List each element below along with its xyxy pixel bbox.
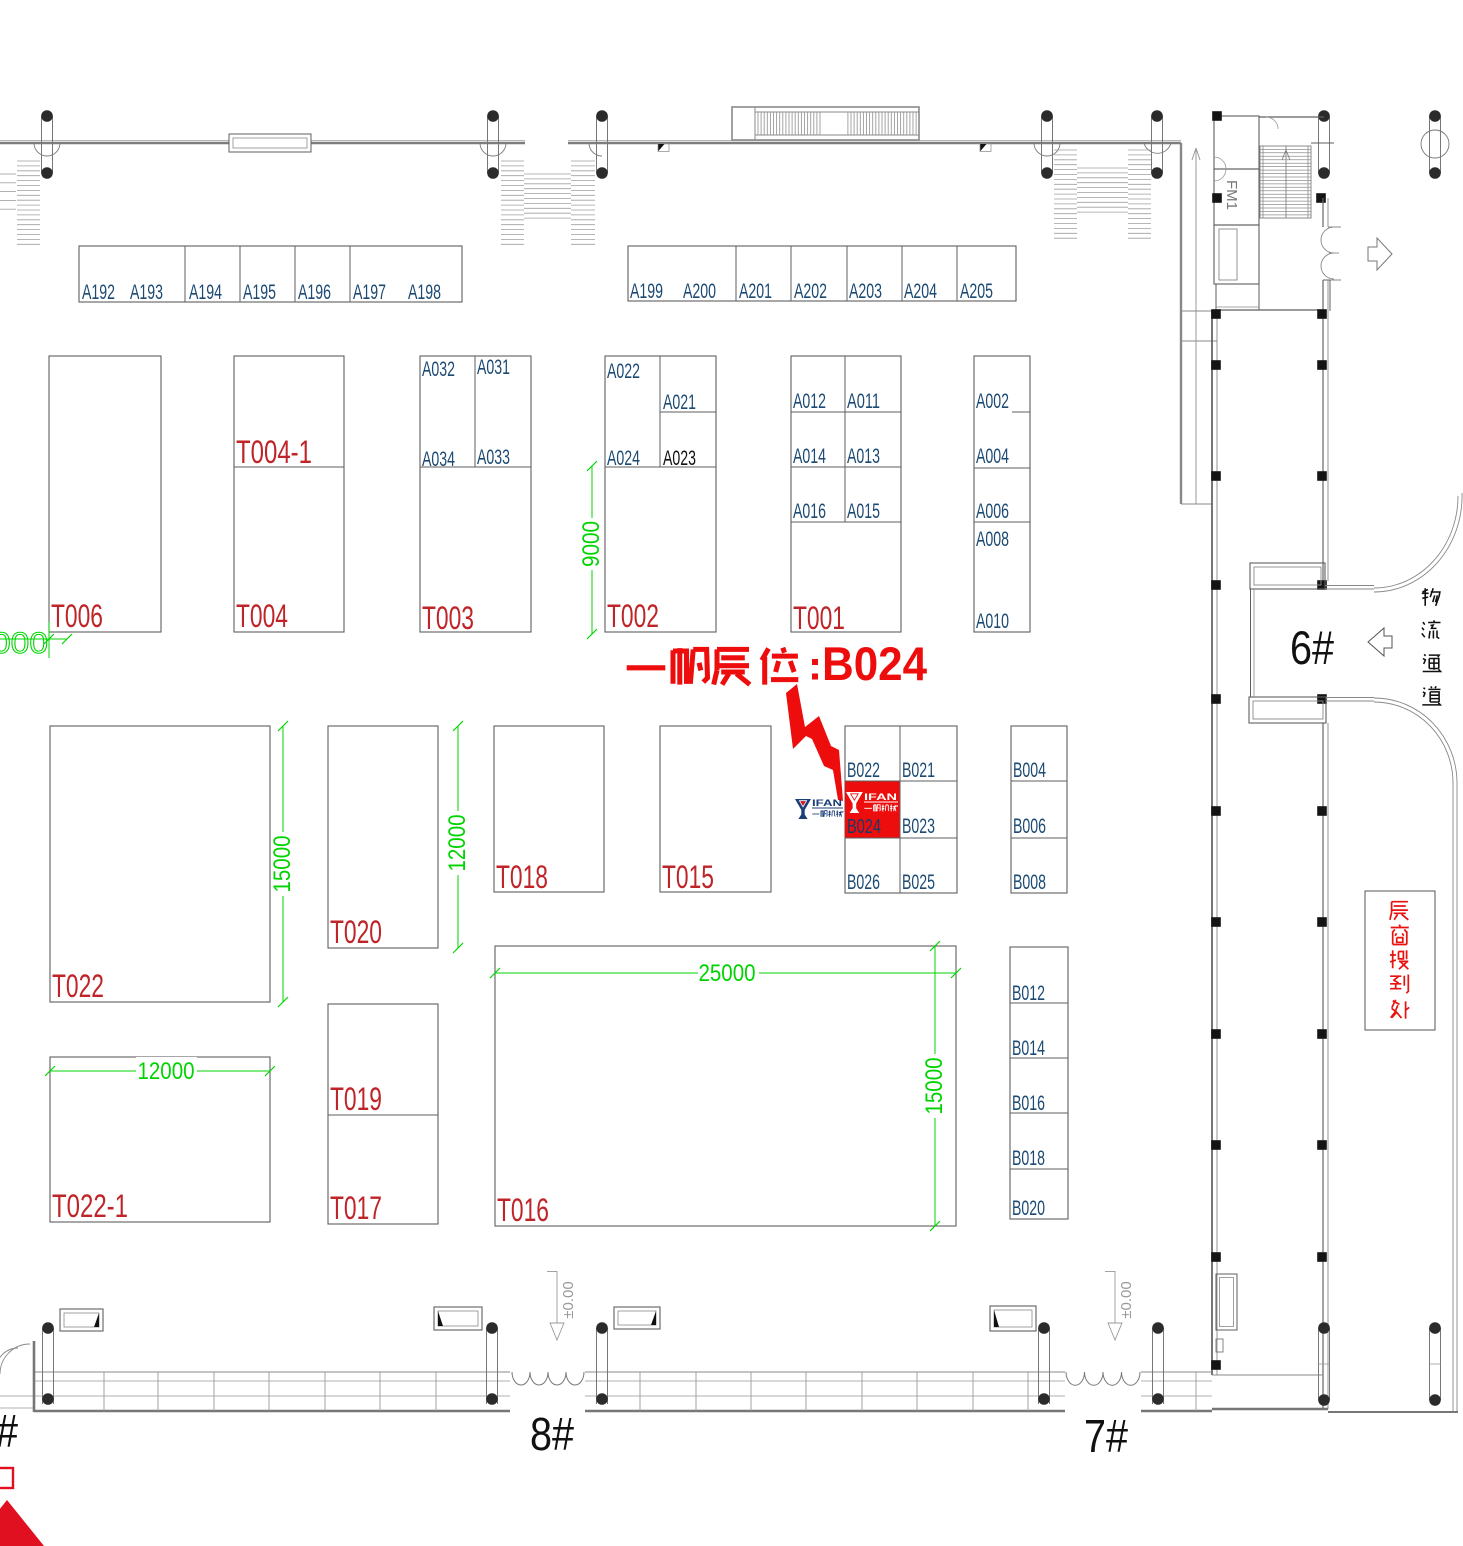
svg-text:A031: A031 [477,356,510,379]
svg-text:A200: A200 [683,280,716,303]
svg-text:T002: T002 [607,598,659,634]
svg-text:A193: A193 [130,281,163,304]
svg-text:A196: A196 [298,281,331,304]
svg-text:T017: T017 [330,1190,382,1226]
svg-text:A021: A021 [663,391,696,414]
svg-text:A011: A011 [847,390,880,413]
svg-text:T022: T022 [52,968,104,1004]
svg-text:T006: T006 [51,598,103,634]
svg-text:A022: A022 [607,360,640,383]
svg-text:9#: 9# [0,1405,18,1457]
svg-text:T003: T003 [422,600,474,636]
svg-text:25000: 25000 [699,960,756,987]
svg-text:A195: A195 [243,281,276,304]
svg-text:A198: A198 [408,281,441,304]
svg-text:T022-1: T022-1 [52,1188,128,1224]
svg-text:A008: A008 [976,528,1009,551]
svg-text:A012: A012 [793,390,826,413]
svg-text:IFAN: IFAN [864,792,897,803]
svg-text:A202: A202 [794,280,827,303]
svg-text:15000: 15000 [921,1058,948,1115]
svg-text:B021: B021 [902,759,935,782]
svg-text:B020: B020 [1012,1197,1045,1220]
svg-text:000: 000 [0,627,48,660]
svg-text:A033: A033 [477,446,510,469]
svg-text:A015: A015 [847,500,880,523]
svg-text:T001: T001 [793,600,845,636]
svg-text:9000: 9000 [578,521,605,567]
svg-text:15000: 15000 [269,836,296,893]
svg-text:A197: A197 [353,281,386,304]
svg-text:A013: A013 [847,445,880,468]
svg-text:A034: A034 [422,448,455,471]
svg-text:A010: A010 [976,610,1009,633]
svg-text:A203: A203 [849,280,882,303]
svg-text:T004: T004 [236,598,288,634]
svg-text:7#: 7# [1084,1410,1128,1462]
svg-text:B008: B008 [1013,871,1046,894]
svg-text:12000: 12000 [138,1058,195,1085]
svg-text:6#: 6# [1290,621,1334,674]
svg-text:A194: A194 [189,281,222,304]
svg-text:8#: 8# [530,1408,574,1460]
svg-text:B024: B024 [847,816,881,838]
svg-text:B012: B012 [1012,982,1045,1005]
svg-text:A023: A023 [663,447,696,470]
svg-text:A032: A032 [422,358,455,381]
svg-text:T004-1: T004-1 [236,434,312,470]
svg-text:B014: B014 [1012,1037,1045,1060]
svg-text:A192: A192 [82,281,115,304]
svg-text:A205: A205 [960,280,993,303]
svg-text:A024: A024 [607,447,640,470]
svg-text:B006: B006 [1013,815,1046,838]
svg-text:T020: T020 [330,914,382,950]
svg-text:T018: T018 [496,859,548,895]
svg-text:12000: 12000 [444,815,471,872]
svg-text:±0.00: ±0.00 [560,1281,577,1318]
svg-text:B016: B016 [1012,1092,1045,1115]
svg-text:A002: A002 [976,390,1009,413]
svg-text:FM1: FM1 [1223,180,1240,210]
svg-text:A004: A004 [976,445,1009,468]
svg-text:A204: A204 [904,280,937,303]
svg-text:T019: T019 [330,1081,382,1117]
svg-text:A199: A199 [630,280,663,303]
svg-text:T015: T015 [662,859,714,895]
svg-text:B022: B022 [847,759,880,782]
svg-text:B004: B004 [1013,759,1046,782]
svg-text:IFAN: IFAN [812,798,842,808]
svg-text:B018: B018 [1012,1147,1045,1170]
svg-text:A006: A006 [976,500,1009,523]
svg-text:B026: B026 [847,871,880,894]
svg-text:±0.00: ±0.00 [1118,1281,1135,1318]
svg-text:B025: B025 [902,871,935,894]
svg-text:A201: A201 [739,280,772,303]
svg-text:A016: A016 [793,500,826,523]
svg-text:T016: T016 [497,1192,549,1228]
svg-text:B023: B023 [902,815,935,838]
svg-text:A014: A014 [793,445,826,468]
svg-text:B024: B024 [822,638,928,691]
